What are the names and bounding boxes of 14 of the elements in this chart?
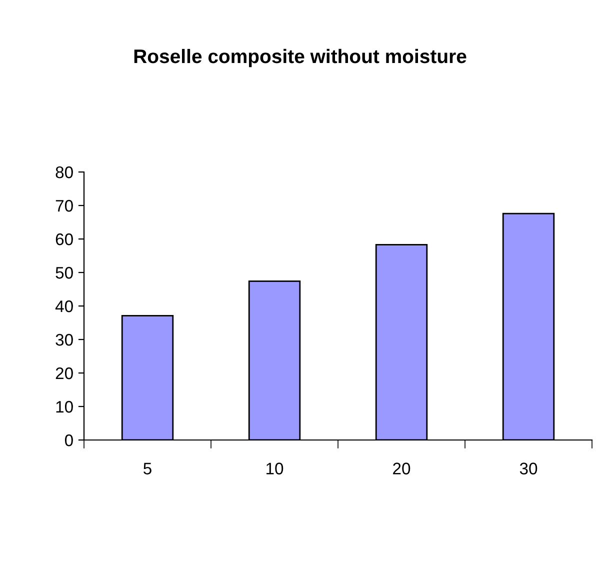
x-tick-label: 30 bbox=[520, 462, 538, 474]
x-tick-label: 20 bbox=[393, 462, 410, 474]
y-tick-label: 40 bbox=[55, 300, 73, 312]
y-tick-label: 10 bbox=[56, 400, 73, 413]
x-tick-label: 5 bbox=[144, 462, 152, 474]
y-tick-label: 30 bbox=[56, 334, 73, 346]
x-tick-label: 10 bbox=[266, 462, 284, 474]
y-tick-label: 50 bbox=[56, 266, 73, 279]
y-tick-label: 60 bbox=[56, 233, 73, 246]
y-tick-label: 20 bbox=[56, 367, 73, 380]
y-tick-label: 80 bbox=[56, 166, 73, 178]
chart-title: Roselle composite without moisture bbox=[134, 48, 466, 68]
y-tick-label: 70 bbox=[56, 200, 73, 212]
y-tick-label: 0 bbox=[64, 434, 73, 446]
